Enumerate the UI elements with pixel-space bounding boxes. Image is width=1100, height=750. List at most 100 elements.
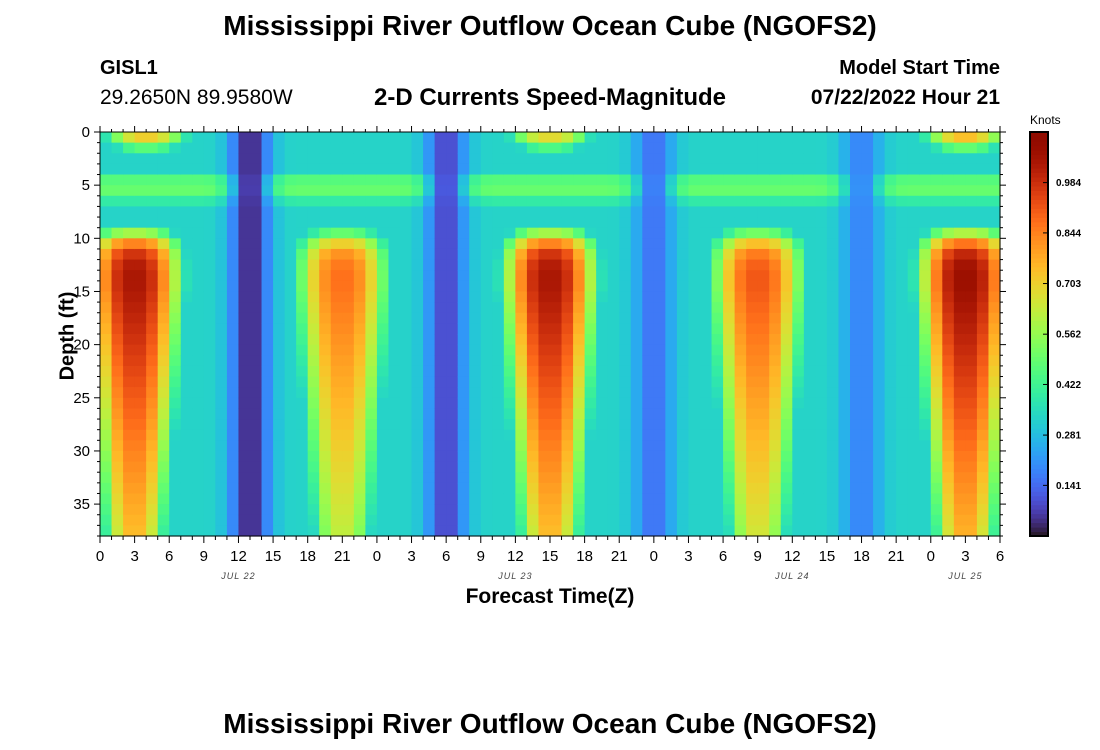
heatmap-cell <box>942 174 955 186</box>
heatmap-cell <box>238 206 251 218</box>
heatmap-cell <box>815 355 828 367</box>
heatmap-cell <box>226 323 240 335</box>
heatmap-cell <box>238 259 251 271</box>
heatmap-cell <box>550 238 563 250</box>
heatmap-cell <box>296 387 309 399</box>
heatmap-cell <box>734 270 747 282</box>
heatmap-cell <box>250 514 263 526</box>
heatmap-cell <box>342 397 355 410</box>
heatmap-cell <box>619 419 632 431</box>
heatmap-cell <box>492 450 505 463</box>
heatmap-cell <box>273 355 286 367</box>
heatmap-cell <box>619 259 632 271</box>
heatmap-cell <box>330 206 343 218</box>
heatmap-cell <box>353 397 366 410</box>
heatmap-cell <box>353 472 366 484</box>
heatmap-cell <box>723 280 736 293</box>
heatmap-cell <box>723 270 736 282</box>
heatmap-cell <box>411 514 424 526</box>
heatmap-cell <box>469 493 482 505</box>
heatmap-cell <box>688 344 701 356</box>
heatmap-cell <box>353 163 366 176</box>
heatmap-cell <box>676 270 690 282</box>
heatmap-cell <box>526 525 540 537</box>
heatmap-cell <box>953 248 966 261</box>
heatmap-cell <box>711 514 724 526</box>
heatmap-cell <box>365 291 378 303</box>
heatmap-cell <box>376 238 390 250</box>
heatmap-cell <box>676 238 690 250</box>
heatmap-cell <box>503 195 516 208</box>
heatmap-cell <box>907 365 920 378</box>
heatmap-cell <box>711 227 724 239</box>
heatmap-cell <box>826 174 840 186</box>
heatmap-cell <box>584 227 597 239</box>
colorbar-swatch <box>1030 522 1048 528</box>
heatmap-cell <box>376 376 390 388</box>
heatmap-cell <box>411 259 424 271</box>
heatmap-cell <box>907 142 920 154</box>
heatmap-cell <box>757 259 770 271</box>
heatmap-cell <box>169 504 182 516</box>
heatmap-cell <box>111 419 124 431</box>
heatmap-cell <box>526 174 540 186</box>
heatmap-cell <box>388 195 401 208</box>
heatmap-cell <box>780 376 793 388</box>
heatmap-cell <box>353 195 366 208</box>
heatmap-cell <box>400 195 413 208</box>
heatmap-cell <box>746 504 759 516</box>
heatmap-cell <box>792 206 805 218</box>
heatmap-cell <box>619 504 632 516</box>
heatmap-cell <box>226 493 240 505</box>
heatmap-cell <box>446 302 459 314</box>
heatmap-cell <box>307 514 320 526</box>
heatmap-cell <box>584 259 597 271</box>
heatmap-cell <box>573 450 586 463</box>
heatmap-cell <box>907 450 920 463</box>
heatmap-cell <box>492 142 505 154</box>
colorbar-swatch <box>1030 334 1048 340</box>
heatmap-cell <box>215 163 228 176</box>
heatmap-cell <box>873 206 886 218</box>
heatmap-cell <box>896 525 909 537</box>
heatmap-cell <box>215 132 228 144</box>
heatmap-cell <box>919 334 932 346</box>
heatmap-cell <box>561 259 574 271</box>
heatmap-cell <box>723 291 736 303</box>
heatmap-cell <box>688 334 701 346</box>
heatmap-cell <box>480 387 493 399</box>
heatmap-cell <box>919 504 932 516</box>
heatmap-cell <box>896 270 909 282</box>
heatmap-cell <box>884 217 897 229</box>
heatmap-cell <box>480 334 493 346</box>
heatmap-cell <box>803 280 816 293</box>
heatmap-cell <box>746 312 759 324</box>
heatmap-cell <box>203 238 216 250</box>
heatmap-cell <box>111 514 124 526</box>
heatmap-cell <box>838 408 851 420</box>
heatmap-cell <box>676 174 690 186</box>
heatmap-cell <box>215 312 228 324</box>
heatmap-cell <box>965 206 978 218</box>
heatmap-cell <box>261 142 274 154</box>
colorbar-swatch <box>1030 473 1048 479</box>
heatmap-cell <box>838 227 851 239</box>
heatmap-cell <box>353 365 366 378</box>
heatmap-cell <box>503 450 516 463</box>
heatmap-cell <box>642 153 655 165</box>
heatmap-cell <box>653 429 666 441</box>
heatmap-cell <box>665 217 678 229</box>
heatmap-cell <box>988 493 1001 505</box>
heatmap-cell <box>873 153 886 165</box>
heatmap-cell <box>250 397 263 410</box>
colorbar-tick-label: 0.422 <box>1056 380 1081 391</box>
heatmap-cell <box>353 153 366 165</box>
heatmap-cell <box>619 248 632 261</box>
heatmap-cell <box>538 419 551 431</box>
heatmap-cell <box>100 376 113 388</box>
heatmap-cell <box>296 355 309 367</box>
heatmap-cell <box>203 206 216 218</box>
heatmap-cell <box>411 450 424 463</box>
heatmap-cell <box>838 312 851 324</box>
heatmap-cell <box>330 344 343 356</box>
